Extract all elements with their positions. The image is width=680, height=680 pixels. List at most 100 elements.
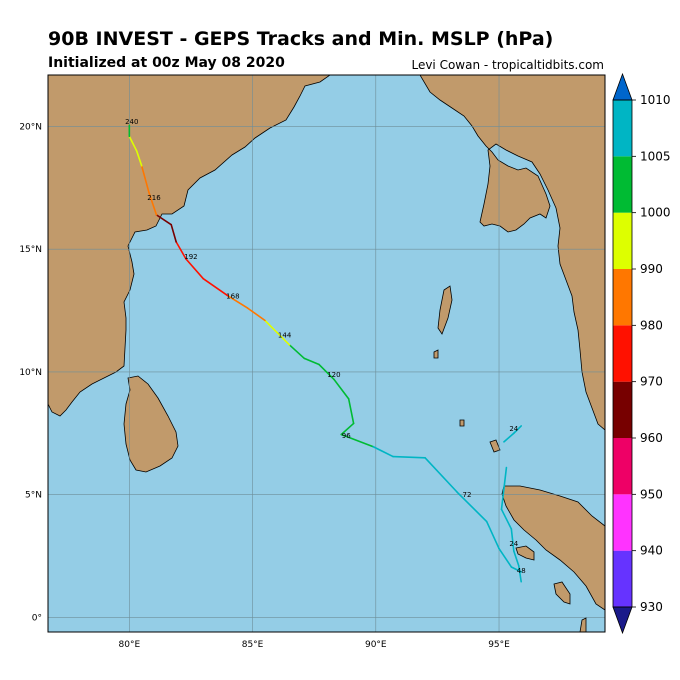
colorbar-label: 990 [640, 262, 663, 276]
lon-tick-label: 85°E [242, 640, 264, 650]
land-shape [579, 617, 587, 632]
colorbar-segment [613, 550, 632, 607]
land-shape [553, 581, 571, 605]
track-segment [288, 344, 306, 360]
track-segment [202, 277, 229, 297]
land-shape [515, 545, 535, 561]
track-segment [424, 456, 458, 493]
track-segment [227, 295, 249, 309]
lat-tick-label: 5°N [25, 491, 42, 501]
lat-tick-label: 15°N [19, 245, 42, 255]
colorbar-label: 940 [640, 544, 663, 558]
lon-tick-label: 80°E [119, 640, 141, 650]
forecast-hour-label: 240 [125, 118, 138, 126]
map-frame [47, 74, 606, 633]
colorbar-under-arrow [612, 606, 633, 635]
axis-ticks: 80°E 85°E 90°E 95°E 0° 5°N 10°N 15°N 20°N [19, 123, 510, 650]
colorbar-segment [613, 325, 632, 382]
track-segment [276, 331, 291, 346]
track-segment [347, 398, 355, 425]
track-segment [170, 223, 177, 243]
forecast-hour-label: 168 [226, 292, 239, 300]
track-segment [503, 432, 515, 443]
colorbar-segment [613, 494, 632, 551]
colorbar-label: 1000 [640, 206, 671, 220]
track-segment [513, 425, 523, 435]
track-segment [372, 445, 394, 458]
lon-tick-label: 95°E [488, 640, 510, 650]
track-segment [513, 550, 520, 567]
track-sumatra [500, 466, 523, 583]
forecast-hour-label: 24 [509, 425, 518, 433]
track-segment [155, 214, 173, 226]
land-shape [433, 349, 439, 359]
colorbar-segment [613, 212, 632, 269]
lat-tick-label: 20°N [19, 123, 42, 133]
track-segment [128, 135, 138, 152]
forecast-hour-labels: 96 120 144 168 192 216 240 72 24 24 48 [125, 118, 526, 575]
forecast-hour-label: 24 [509, 540, 518, 548]
land-shape [48, 75, 331, 417]
colorbar-over-arrow [612, 72, 633, 101]
colorbar-label: 950 [640, 487, 663, 501]
track-segment [140, 164, 150, 194]
colorbar-segment [613, 438, 632, 495]
colorbar-label: 970 [640, 375, 663, 389]
ensemble-tracks [128, 124, 523, 583]
forecast-hour-label: 216 [147, 194, 161, 202]
track-segment [392, 455, 426, 459]
lat-tick-label: 10°N [19, 368, 42, 378]
track-segment [500, 466, 508, 511]
init-time-label: Initialized at 00z May 08 2020 [48, 55, 285, 71]
colorbar-segment [613, 269, 632, 326]
track-segment [318, 363, 335, 381]
track-segment [135, 150, 143, 167]
colorbar-label: 1010 [640, 93, 671, 107]
colorbar-segment [613, 156, 632, 213]
colorbar-label: 960 [640, 431, 663, 445]
forecast-hour-label: 96 [342, 432, 351, 440]
colorbar-segment [613, 100, 632, 157]
land-shape [123, 375, 179, 473]
track-segment [303, 357, 320, 366]
track-segment [264, 319, 279, 334]
colorbar-frame [612, 99, 633, 608]
land-shape [419, 75, 605, 431]
pressure-colorbar: 1010 1005 1000 990 980 970 960 950 940 930 [612, 72, 671, 635]
colorbar-segment [613, 381, 632, 438]
land-shape [501, 485, 605, 611]
track-segment [185, 258, 205, 280]
track-segment [340, 433, 375, 448]
landmass-layer [48, 75, 605, 632]
track-segment [246, 307, 266, 322]
track-segment [456, 491, 488, 523]
land-shape [459, 419, 465, 427]
track-main [128, 124, 355, 436]
track-segment [517, 564, 523, 583]
track-south [340, 433, 523, 573]
forecast-hour-label: 120 [327, 371, 340, 379]
forecast-hour-label: 192 [184, 253, 197, 261]
track-segment [340, 422, 355, 436]
track-segment [498, 547, 513, 568]
credit-label: Levi Cowan - tropicaltidbits.com [411, 58, 604, 72]
track-segment [175, 241, 187, 260]
track-segment [510, 528, 515, 552]
forecast-hour-label: 48 [517, 567, 526, 575]
graticule [48, 75, 605, 632]
track-segment [333, 378, 350, 400]
track-east [503, 425, 523, 443]
map-title: 90B INVEST - GEPS Tracks and Min. MSLP (… [48, 28, 554, 50]
colorbar-label: 930 [640, 600, 663, 614]
track-segment [148, 191, 158, 216]
lon-tick-label: 90°E [365, 640, 387, 650]
forecast-hour-label: 72 [463, 491, 472, 499]
lat-tick-label: 0° [32, 613, 42, 623]
land-shape [489, 439, 501, 453]
colorbar-label: 980 [640, 318, 663, 332]
land-shape [437, 285, 453, 335]
forecast-hour-label: 144 [278, 332, 292, 340]
colorbar-label: 1005 [640, 149, 671, 163]
track-segment [485, 520, 500, 550]
